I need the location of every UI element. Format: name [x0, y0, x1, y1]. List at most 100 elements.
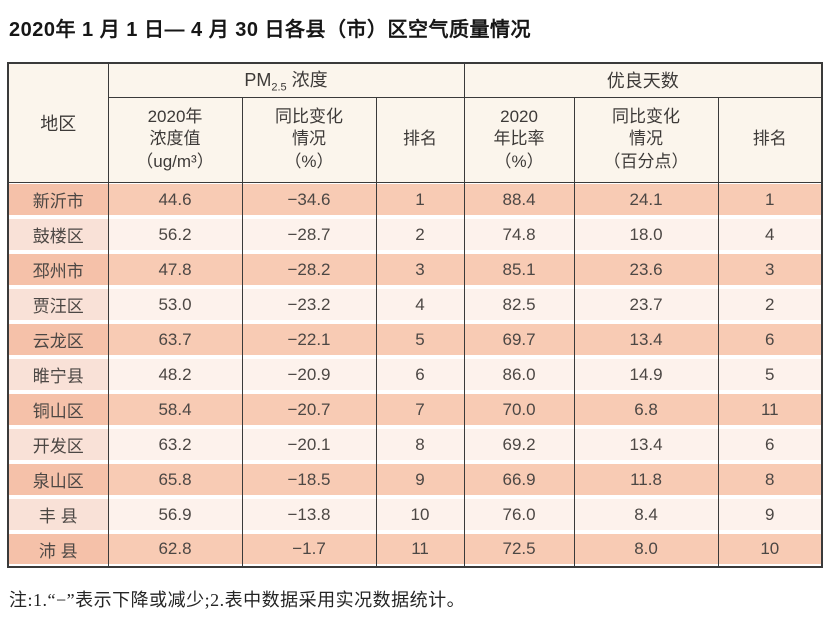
gd-rank-cell: 1	[717, 182, 823, 217]
pm-value-cell: 63.2	[107, 427, 243, 462]
gd-rate-cell: 74.8	[463, 217, 575, 252]
table-row: 开发区 63.2 −20.1 8 69.2 13.4 6	[7, 427, 823, 462]
gd-rank-cell: 10	[717, 532, 823, 567]
header-pm-value: 2020年 浓度值 （ug/m³）	[107, 96, 243, 183]
header-pm25-group: PM2.5 浓度	[107, 62, 465, 98]
gd-change-cell: 13.4	[573, 427, 719, 462]
table-row: 贾汪区 53.0 −23.2 4 82.5 23.7 2	[7, 287, 823, 322]
pm-value-cell: 44.6	[107, 182, 243, 217]
pm-rank-cell: 11	[375, 532, 465, 567]
pm-value-cell: 58.4	[107, 392, 243, 427]
pm-rank-cell: 8	[375, 427, 465, 462]
gd-change-cell: 14.9	[573, 357, 719, 392]
gd-rate-cell: 69.7	[463, 322, 575, 357]
gd-change-cell: 23.7	[573, 287, 719, 322]
gd-change-cell: 8.0	[573, 532, 719, 567]
pm-change-cell: −18.5	[241, 462, 377, 497]
gd-rank-cell: 6	[717, 322, 823, 357]
pm-value-cell: 63.7	[107, 322, 243, 357]
pm-rank-cell: 2	[375, 217, 465, 252]
gd-rate-cell: 82.5	[463, 287, 575, 322]
region-cell: 贾汪区	[7, 287, 109, 322]
gd-rate-cell: 69.2	[463, 427, 575, 462]
gd-change-cell: 23.6	[573, 252, 719, 287]
table-row: 泉山区 65.8 −18.5 9 66.9 11.8 8	[7, 462, 823, 497]
pm-rank-cell: 7	[375, 392, 465, 427]
table-row: 铜山区 58.4 −20.7 7 70.0 6.8 11	[7, 392, 823, 427]
table-row: 云龙区 63.7 −22.1 5 69.7 13.4 6	[7, 322, 823, 357]
header-pm-change: 同比变化 情况 （%）	[241, 96, 377, 183]
gd-rank-cell: 6	[717, 427, 823, 462]
gd-rank-cell: 8	[717, 462, 823, 497]
pm-change-cell: −20.7	[241, 392, 377, 427]
table-row: 邳州市 47.8 −28.2 3 85.1 23.6 3	[7, 252, 823, 287]
gd-change-cell: 11.8	[573, 462, 719, 497]
gd-rate-cell: 72.5	[463, 532, 575, 567]
pm-value-cell: 47.8	[107, 252, 243, 287]
region-cell: 沛 县	[7, 532, 109, 567]
table-row: 睢宁县 48.2 −20.9 6 86.0 14.9 5	[7, 357, 823, 392]
pm-rank-cell: 9	[375, 462, 465, 497]
pm-change-cell: −23.2	[241, 287, 377, 322]
pm-value-cell: 62.8	[107, 532, 243, 567]
pm-change-cell: −20.1	[241, 427, 377, 462]
pm-change-cell: −28.2	[241, 252, 377, 287]
gd-rank-cell: 11	[717, 392, 823, 427]
pm-change-cell: −34.6	[241, 182, 377, 217]
header-pm-rank: 排名	[375, 96, 465, 183]
region-cell: 泉山区	[7, 462, 109, 497]
pm-rank-cell: 1	[375, 182, 465, 217]
table-header: 地区 PM2.5 浓度 优良天数 2020年 浓度值 （ug/m³） 同比变化 …	[7, 62, 823, 183]
pm-change-cell: −28.7	[241, 217, 377, 252]
pm-value-cell: 53.0	[107, 287, 243, 322]
table-row: 沛 县 62.8 −1.7 11 72.5 8.0 10	[7, 532, 823, 567]
footnote: 注:1.“−”表示下降或减少;2.表中数据采用实况数据统计。	[9, 590, 466, 610]
gd-change-cell: 24.1	[573, 182, 719, 217]
table-row: 丰 县 56.9 −13.8 10 76.0 8.4 9	[7, 497, 823, 532]
region-cell: 开发区	[7, 427, 109, 462]
gd-rank-cell: 5	[717, 357, 823, 392]
gd-rate-cell: 76.0	[463, 497, 575, 532]
table-row: 新沂市 44.6 −34.6 1 88.4 24.1 1	[7, 182, 823, 217]
page-title: 2020年 1 月 1 日— 4 月 30 日各县（市）区空气质量情况	[9, 19, 532, 41]
pm-rank-cell: 5	[375, 322, 465, 357]
header-gd-change: 同比变化 情况 （百分点）	[573, 96, 719, 183]
gd-rank-cell: 9	[717, 497, 823, 532]
pm-change-cell: −1.7	[241, 532, 377, 567]
gd-rate-cell: 70.0	[463, 392, 575, 427]
gd-rank-cell: 2	[717, 287, 823, 322]
header-gd-rank: 排名	[717, 96, 823, 183]
gd-rate-cell: 88.4	[463, 182, 575, 217]
region-cell: 睢宁县	[7, 357, 109, 392]
region-cell: 邳州市	[7, 252, 109, 287]
region-cell: 新沂市	[7, 182, 109, 217]
pm-change-cell: −13.8	[241, 497, 377, 532]
pm-value-cell: 56.2	[107, 217, 243, 252]
table-body: 新沂市 44.6 −34.6 1 88.4 24.1 1 鼓楼区 56.2 −2…	[7, 182, 823, 567]
gd-change-cell: 6.8	[573, 392, 719, 427]
gd-rate-cell: 86.0	[463, 357, 575, 392]
region-cell: 云龙区	[7, 322, 109, 357]
header-good-days-group: 优良天数	[463, 62, 823, 98]
pm-rank-cell: 6	[375, 357, 465, 392]
gd-rate-cell: 66.9	[463, 462, 575, 497]
pm-change-cell: −20.9	[241, 357, 377, 392]
air-quality-table: 地区 PM2.5 浓度 优良天数 2020年 浓度值 （ug/m³） 同比变化 …	[7, 62, 824, 568]
table-row: 鼓楼区 56.2 −28.7 2 74.8 18.0 4	[7, 217, 823, 252]
region-cell: 鼓楼区	[7, 217, 109, 252]
pm-rank-cell: 3	[375, 252, 465, 287]
gd-rank-cell: 4	[717, 217, 823, 252]
gd-rank-cell: 3	[717, 252, 823, 287]
pm-rank-cell: 10	[375, 497, 465, 532]
header-region: 地区	[7, 62, 109, 183]
region-cell: 铜山区	[7, 392, 109, 427]
gd-change-cell: 18.0	[573, 217, 719, 252]
pm-change-cell: −22.1	[241, 322, 377, 357]
pm25-label: PM2.5 浓度	[244, 70, 328, 95]
header-gd-rate: 2020 年比率 （%）	[463, 96, 575, 183]
gd-change-cell: 8.4	[573, 497, 719, 532]
pm-value-cell: 65.8	[107, 462, 243, 497]
pm-value-cell: 56.9	[107, 497, 243, 532]
gd-rate-cell: 85.1	[463, 252, 575, 287]
pm-value-cell: 48.2	[107, 357, 243, 392]
